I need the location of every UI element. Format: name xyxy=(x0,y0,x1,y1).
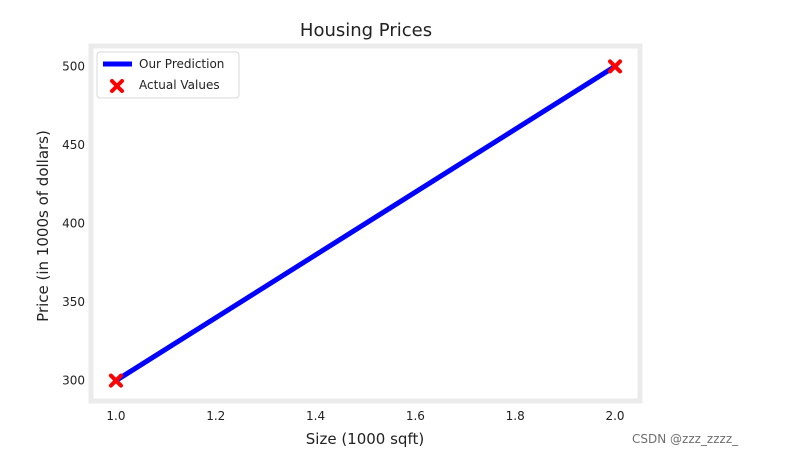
x-tick-label: 1.2 xyxy=(206,409,225,423)
legend-marker-swatch xyxy=(110,79,124,93)
x-tick-label: 2.0 xyxy=(605,409,624,423)
prediction-line xyxy=(114,64,617,383)
x-tick-label: 1.4 xyxy=(306,409,325,423)
legend-label-prediction: Our Prediction xyxy=(139,57,224,71)
y-axis-label: Price (in 1000s of dollars) xyxy=(34,130,52,322)
x-tick-label: 1.0 xyxy=(106,409,125,423)
x-tick-label: 1.8 xyxy=(506,409,525,423)
actual-value-point xyxy=(608,59,623,74)
axis-ticks: 1.0 1.2 1.4 1.6 1.8 2.0 300 350 400 450 500 xyxy=(62,59,624,423)
y-tick-label: 350 xyxy=(62,295,85,309)
actual-value-point xyxy=(108,373,123,388)
y-tick-label: 500 xyxy=(62,59,85,73)
y-tick-label: 300 xyxy=(62,374,85,388)
y-tick-label: 400 xyxy=(62,217,85,231)
legend: Our Prediction Actual Values xyxy=(96,51,240,99)
legend-box xyxy=(96,51,240,99)
y-tick-label: 450 xyxy=(62,138,85,152)
legend-label-actual: Actual Values xyxy=(139,78,220,92)
chart-title: Housing Prices xyxy=(300,20,432,41)
x-tick-label: 1.6 xyxy=(406,409,425,423)
watermark: CSDN @zzz_zzzz_ xyxy=(632,432,739,446)
series-layer xyxy=(108,59,623,388)
x-axis-label: Size (1000 sqft) xyxy=(306,430,424,448)
